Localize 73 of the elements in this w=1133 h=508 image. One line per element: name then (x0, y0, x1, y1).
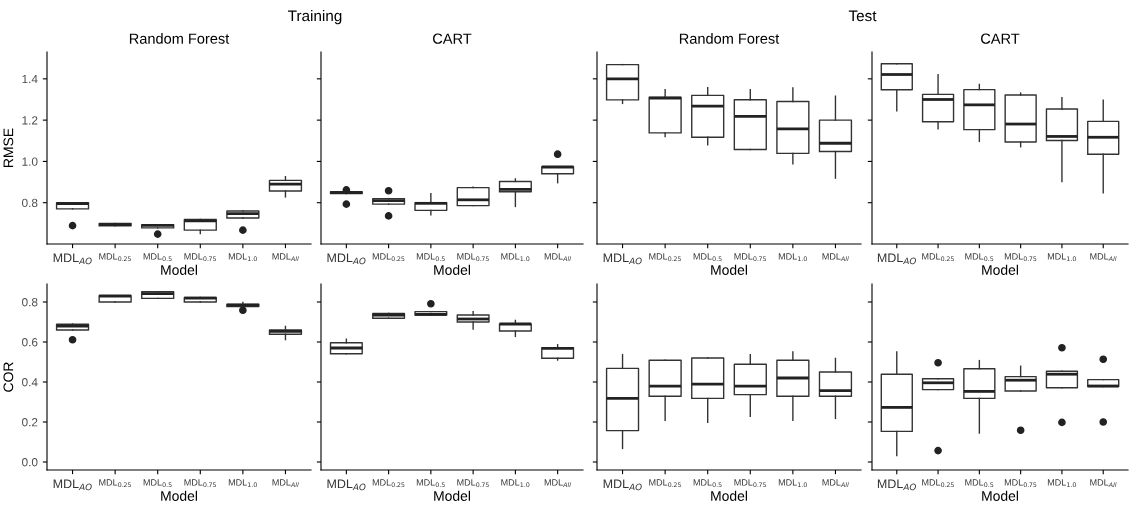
chart-title: Random Forest (129, 33, 230, 44)
x-tick-label: MDL$_{0.75}$ (734, 479, 766, 488)
x-axis-title: Model (434, 490, 470, 501)
x-tick-label: MDL$_{0.25}$ (922, 479, 954, 488)
y-tick-label: 0.8 (22, 298, 38, 307)
y-tick-label: 1.4 (22, 74, 38, 84)
x-tick-label: MDL$_{AO}$ (877, 253, 916, 265)
x-tick-label: MDL$_{0.25}$ (649, 479, 681, 488)
x-axis-title: Model (161, 264, 197, 275)
x-axis-title: Model (161, 490, 197, 501)
x-tick-label: MDL$_{0.25}$ (372, 253, 405, 262)
x-tick-label: MDL$_{0.25}$ (372, 479, 405, 488)
x-tick-label: MDL$_{All}$ (272, 479, 299, 488)
x-tick-label: MDL$_{0.5}$ (416, 479, 445, 488)
x-tick-label: MDL$_{AO}$ (603, 479, 642, 491)
chart-title: Random Forest (679, 33, 780, 44)
y-tick-label: 0.8 (22, 198, 38, 208)
x-tick-label: MDL$_{1.0}$ (228, 479, 257, 488)
y-tick-label: 0.2 (22, 418, 38, 427)
x-tick-label: MDL$_{1.0}$ (501, 253, 530, 262)
x-axis-title: Model (434, 264, 470, 275)
x-tick-label: MDL$_{0.5}$ (143, 253, 172, 262)
x-tick-label: MDL$_{1.0}$ (1047, 253, 1076, 262)
x-tick-label: MDL$_{0.25}$ (922, 253, 954, 262)
x-tick-label: MDL$_{0.75}$ (734, 253, 766, 262)
x-tick-label: MDL$_{All}$ (544, 253, 571, 262)
x-axis-title: Model (982, 490, 1018, 501)
x-tick-label: MDL$_{0.75}$ (184, 253, 216, 262)
y-axis-title: RMSE (3, 128, 14, 167)
x-tick-label: MDL$_{All}$ (272, 253, 299, 262)
x-axis-title: Model (711, 264, 747, 275)
y-tick-label: 1.2 (22, 116, 38, 125)
x-axis-title: Model (982, 264, 1018, 275)
x-tick-label: MDL$_{AO}$ (603, 253, 642, 265)
x-tick-label: MDL$_{0.5}$ (693, 479, 722, 488)
x-tick-label: MDL$_{All}$ (1090, 479, 1117, 488)
text: Test (848, 10, 877, 22)
x-tick-label: MDL$_{1.0}$ (778, 253, 807, 262)
x-tick-label: MDL$_{0.25}$ (99, 253, 131, 262)
x-axis-title: Model (711, 490, 747, 501)
x-tick-label: MDL$_{0.75}$ (1004, 253, 1037, 262)
x-tick-label: MDL$_{All}$ (822, 479, 849, 488)
x-tick-label: MDL$_{0.5}$ (416, 253, 445, 262)
y-axis-title: COR (3, 362, 14, 392)
x-tick-label: MDL$_{AO}$ (327, 253, 366, 265)
y-tick-label: 0.0 (22, 458, 38, 467)
x-tick-label: MDL$_{0.25}$ (99, 479, 131, 488)
text: Training (288, 10, 342, 25)
x-tick-label: MDL$_{AO}$ (53, 479, 92, 491)
y-tick-label: 0.6 (22, 338, 38, 347)
x-tick-label: MDL$_{1.0}$ (1047, 479, 1076, 488)
x-tick-label: MDL$_{0.5}$ (143, 479, 172, 488)
x-tick-label: MDL$_{0.5}$ (693, 253, 722, 262)
x-tick-label: MDL$_{AO}$ (53, 253, 92, 265)
x-tick-label: MDL$_{0.5}$ (965, 479, 994, 488)
x-tick-label: MDL$_{All}$ (1090, 253, 1117, 262)
x-tick-label: MDL$_{0.75}$ (1004, 479, 1037, 488)
chart-title: CART (433, 33, 472, 44)
chart-title: CART (981, 33, 1020, 44)
x-tick-label: MDL$_{All}$ (822, 253, 849, 262)
x-tick-label: MDL$_{1.0}$ (501, 479, 530, 488)
x-tick-label: MDL$_{AO}$ (327, 479, 366, 491)
x-tick-label: MDL$_{0.75}$ (184, 479, 216, 488)
y-tick-label: 1.0 (22, 157, 38, 166)
x-tick-label: MDL$_{0.75}$ (457, 479, 489, 488)
y-tick-label: 0.4 (22, 378, 38, 387)
x-tick-label: MDL$_{All}$ (544, 479, 571, 488)
x-tick-label: MDL$_{1.0}$ (228, 253, 257, 262)
x-tick-label: MDL$_{1.0}$ (778, 479, 807, 488)
x-tick-label: MDL$_{0.5}$ (965, 253, 994, 262)
x-tick-label: MDL$_{AO}$ (877, 479, 916, 491)
x-tick-label: MDL$_{0.75}$ (457, 253, 489, 262)
x-tick-label: MDL$_{0.25}$ (649, 253, 681, 262)
